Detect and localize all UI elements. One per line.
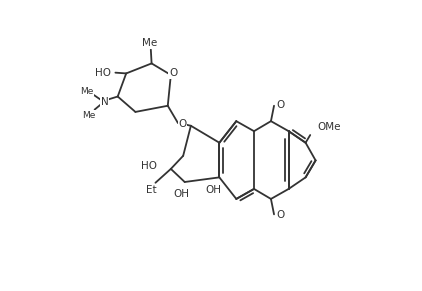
Text: O: O: [178, 119, 187, 129]
Text: HO: HO: [141, 161, 157, 171]
Text: OH: OH: [205, 185, 221, 195]
Text: OMe: OMe: [317, 122, 341, 132]
Text: OH: OH: [173, 189, 189, 198]
Text: Et: Et: [146, 185, 156, 195]
Text: Me: Me: [82, 111, 95, 120]
Text: O: O: [277, 100, 285, 110]
Text: HO: HO: [95, 68, 111, 78]
Text: Me: Me: [143, 38, 158, 48]
Text: Me: Me: [80, 87, 94, 96]
Text: N: N: [101, 97, 108, 107]
Text: O: O: [277, 210, 285, 220]
Text: O: O: [169, 68, 177, 78]
